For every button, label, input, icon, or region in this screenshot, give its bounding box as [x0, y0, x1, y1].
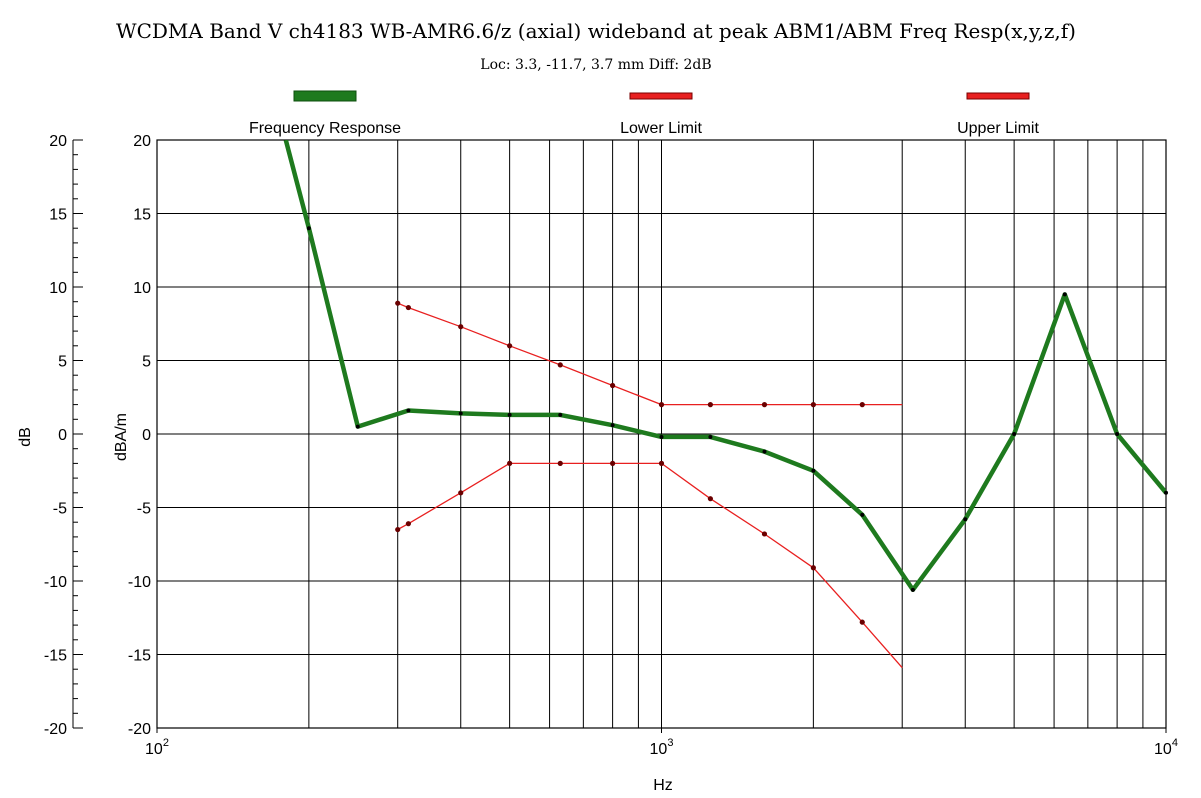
frequency-response-point	[558, 412, 563, 417]
y-tick-label-outer: 5	[58, 354, 67, 371]
legend: Frequency Response Lower Limit Upper Limit	[249, 90, 1039, 137]
upper-limit-point	[507, 343, 513, 349]
y-axis-ticks: 20 20 15 15 10 10 5 5 0 0 -5 -5 -10 -10 -15 -15 -20 -20	[44, 133, 151, 738]
y-tick-label-inner: -15	[128, 648, 151, 665]
frequency-response-point	[1164, 490, 1168, 495]
frequency-response-point	[306, 226, 311, 231]
x-tick-label: 103	[650, 737, 674, 758]
grid	[156, 139, 1167, 729]
y-tick-label-inner: -5	[137, 501, 151, 518]
frequency-response-point	[355, 424, 360, 429]
y-tick-label-outer: -5	[53, 501, 67, 518]
upper-limit-point	[458, 324, 464, 330]
frequency-response-point	[659, 434, 664, 439]
frequency-response-point	[708, 434, 713, 439]
upper-limit-point	[658, 402, 665, 408]
lower-limit-point	[557, 460, 563, 466]
frequency-response-point	[610, 423, 615, 428]
lower-limit-point	[507, 460, 513, 466]
lower-limit-point	[610, 460, 616, 466]
upper-limit-point	[859, 402, 865, 408]
y-tick-label-inner: 5	[142, 354, 151, 371]
upper-limit-point	[810, 402, 816, 408]
lower-limit-point	[810, 565, 816, 571]
legend-swatch-upper-limit	[966, 92, 1030, 100]
upper-limit-point	[395, 300, 401, 306]
frequency-response-point	[860, 512, 865, 517]
legend-label-frequency-response: Frequency Response	[249, 120, 401, 137]
series-layer	[283, 140, 1168, 669]
y-tick-label-inner: 15	[133, 207, 151, 224]
lower-limit-point	[761, 531, 768, 537]
y-tick-label-outer: -15	[44, 648, 67, 665]
y-tick-label-outer: -20	[44, 721, 67, 738]
legend-label-lower-limit: Lower Limit	[620, 120, 702, 137]
y-tick-label-outer: 20	[49, 133, 67, 150]
frequency-response-point	[1062, 292, 1067, 297]
y-axis-label-outer: dB	[17, 427, 34, 447]
y-tick-label-inner: -10	[128, 574, 151, 591]
chart-title: WCDMA Band V ch4183 WB-AMR6.6/z (axial) …	[116, 19, 1076, 43]
frequency-response-point	[406, 408, 411, 413]
frequency-response-point	[910, 587, 915, 592]
frequency-response-point	[1012, 432, 1017, 436]
lower-limit-point	[707, 496, 713, 502]
y-tick-label-inner: -20	[128, 721, 151, 738]
x-tick-label: 104	[1154, 737, 1178, 758]
upper-limit-point	[707, 402, 713, 408]
lower-limit-point	[458, 490, 464, 496]
y-tick-label-inner: 20	[133, 133, 151, 150]
y-tick-label-outer: 15	[49, 207, 67, 224]
upper-limit-line	[397, 302, 903, 406]
lower-limit-point	[859, 619, 865, 625]
upper-limit-point	[557, 362, 563, 368]
chart-subtitle: Loc: 3.3, -11.7, 3.7 mm Diff: 2dB	[480, 57, 711, 73]
frequency-response-point	[963, 517, 968, 522]
x-axis-label: Hz	[653, 777, 673, 794]
frequency-response-point	[458, 411, 463, 416]
frequency-response-point	[507, 412, 512, 417]
lower-limit-point	[405, 521, 411, 527]
y-tick-label-outer: -10	[44, 574, 67, 591]
legend-label-upper-limit: Upper Limit	[957, 120, 1039, 137]
y-axis-label-inner: dBA/m	[113, 413, 130, 461]
y-tick-label-outer: 10	[49, 280, 67, 297]
frequency-response-point	[762, 449, 767, 454]
y-tick-label-outer: 0	[58, 427, 67, 444]
lower-limit-line	[397, 462, 903, 669]
upper-limit-point	[405, 304, 411, 311]
y-tick-label-inner: 0	[142, 427, 151, 444]
frequency-response-point	[1115, 432, 1120, 436]
upper-limit-point	[761, 402, 768, 408]
y-tick-label-inner: 10	[133, 280, 151, 297]
lower-limit-point	[395, 526, 401, 533]
legend-swatch-frequency-response	[293, 90, 357, 102]
upper-limit-point	[610, 382, 616, 389]
legend-swatch-lower-limit	[629, 92, 693, 100]
x-tick-label: 102	[145, 737, 169, 758]
frequency-response-point	[811, 468, 816, 473]
x-axis-ticks: 102 103 104	[145, 728, 1178, 758]
lower-limit-point	[658, 460, 665, 466]
